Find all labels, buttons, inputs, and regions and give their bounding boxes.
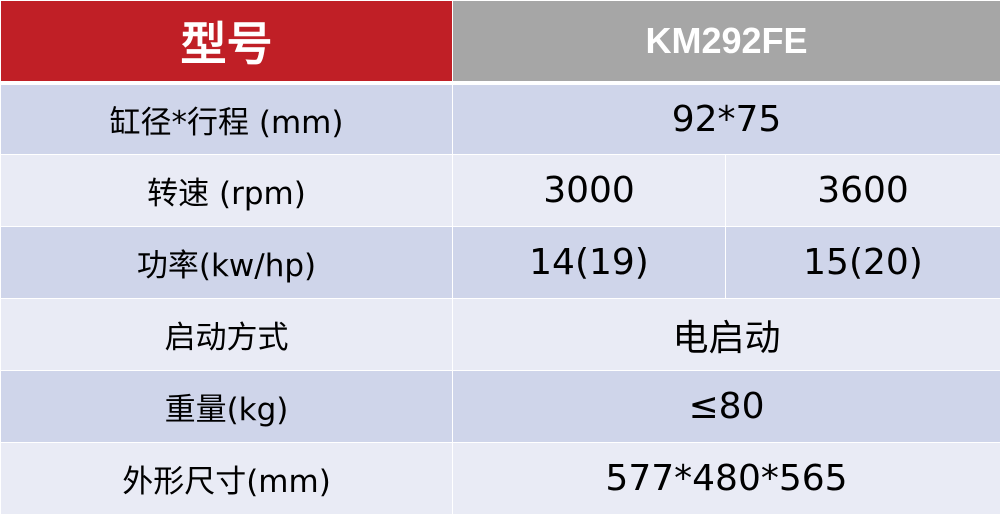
table-row: 重量(kg) ≤80 bbox=[1, 371, 1000, 443]
row-label: 功率(kw/hp) bbox=[1, 227, 453, 299]
header-model: KM292FE bbox=[453, 1, 1000, 83]
row-value: 3600 bbox=[726, 155, 1000, 227]
header-row: 型号 KM292FE bbox=[1, 1, 1000, 83]
row-value: 14(19) bbox=[453, 227, 726, 299]
row-value: 电启动 bbox=[453, 299, 1000, 371]
table-row: 转速 (rpm) 3000 3600 bbox=[1, 155, 1000, 227]
table-row: 功率(kw/hp) 14(19) 15(20) bbox=[1, 227, 1000, 299]
row-value: 15(20) bbox=[726, 227, 1000, 299]
header-label: 型号 bbox=[1, 1, 453, 83]
table-row: 缸径*行程 (mm) 92*75 bbox=[1, 83, 1000, 155]
row-label: 缸径*行程 (mm) bbox=[1, 83, 453, 155]
table-row: 启动方式 电启动 bbox=[1, 299, 1000, 371]
row-label: 启动方式 bbox=[1, 299, 453, 371]
row-label: 重量(kg) bbox=[1, 371, 453, 443]
row-value: 3000 bbox=[453, 155, 726, 227]
table-row: 外形尺寸(mm) 577*480*565 bbox=[1, 443, 1000, 515]
row-value: ≤80 bbox=[453, 371, 1000, 443]
row-value: 577*480*565 bbox=[453, 443, 1000, 515]
row-label: 转速 (rpm) bbox=[1, 155, 453, 227]
row-label: 外形尺寸(mm) bbox=[1, 443, 453, 515]
row-value: 92*75 bbox=[453, 83, 1000, 155]
